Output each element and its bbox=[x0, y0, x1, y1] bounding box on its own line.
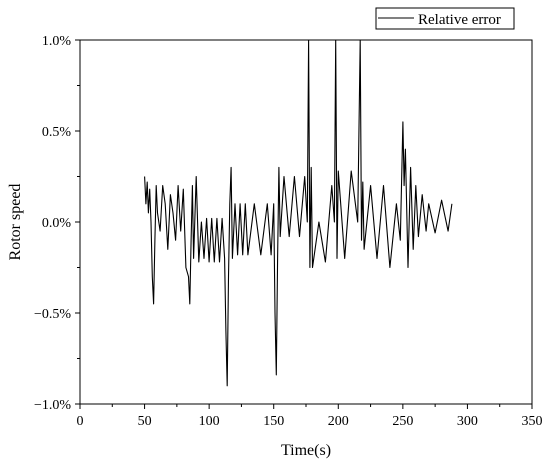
y-tick-label: 1.0% bbox=[42, 34, 72, 49]
x-tick-label: 200 bbox=[328, 414, 349, 429]
y-tick-label: −1.0% bbox=[34, 398, 71, 413]
x-tick-label: 50 bbox=[138, 414, 152, 429]
plot-area bbox=[144, 39, 453, 387]
y-tick-label: −0.5% bbox=[34, 307, 71, 322]
legend: Relative error bbox=[375, 7, 515, 30]
y-axis: −1.0% −0.5% 0.0% 0.5% 1.0% bbox=[34, 34, 80, 413]
plot-frame bbox=[79, 39, 533, 405]
legend-label: Relative error bbox=[418, 12, 501, 28]
series-line bbox=[144, 39, 453, 387]
x-axis-label: Time(s) bbox=[281, 442, 331, 459]
x-axis: 0 50 100 150 200 250 300 350 bbox=[77, 404, 543, 429]
x-tick-label: 100 bbox=[199, 414, 220, 429]
y-tick-label: 0.0% bbox=[42, 216, 72, 231]
x-tick-label: 300 bbox=[457, 414, 478, 429]
y-tick-label: 0.5% bbox=[42, 125, 72, 140]
x-tick-label: 250 bbox=[392, 414, 413, 429]
x-tick-label: 350 bbox=[522, 414, 543, 429]
x-tick-label: 0 bbox=[77, 414, 84, 429]
y-axis-label: Rotor speed bbox=[7, 184, 24, 261]
legend-box bbox=[375, 7, 515, 30]
x-tick-label: 150 bbox=[263, 414, 284, 429]
